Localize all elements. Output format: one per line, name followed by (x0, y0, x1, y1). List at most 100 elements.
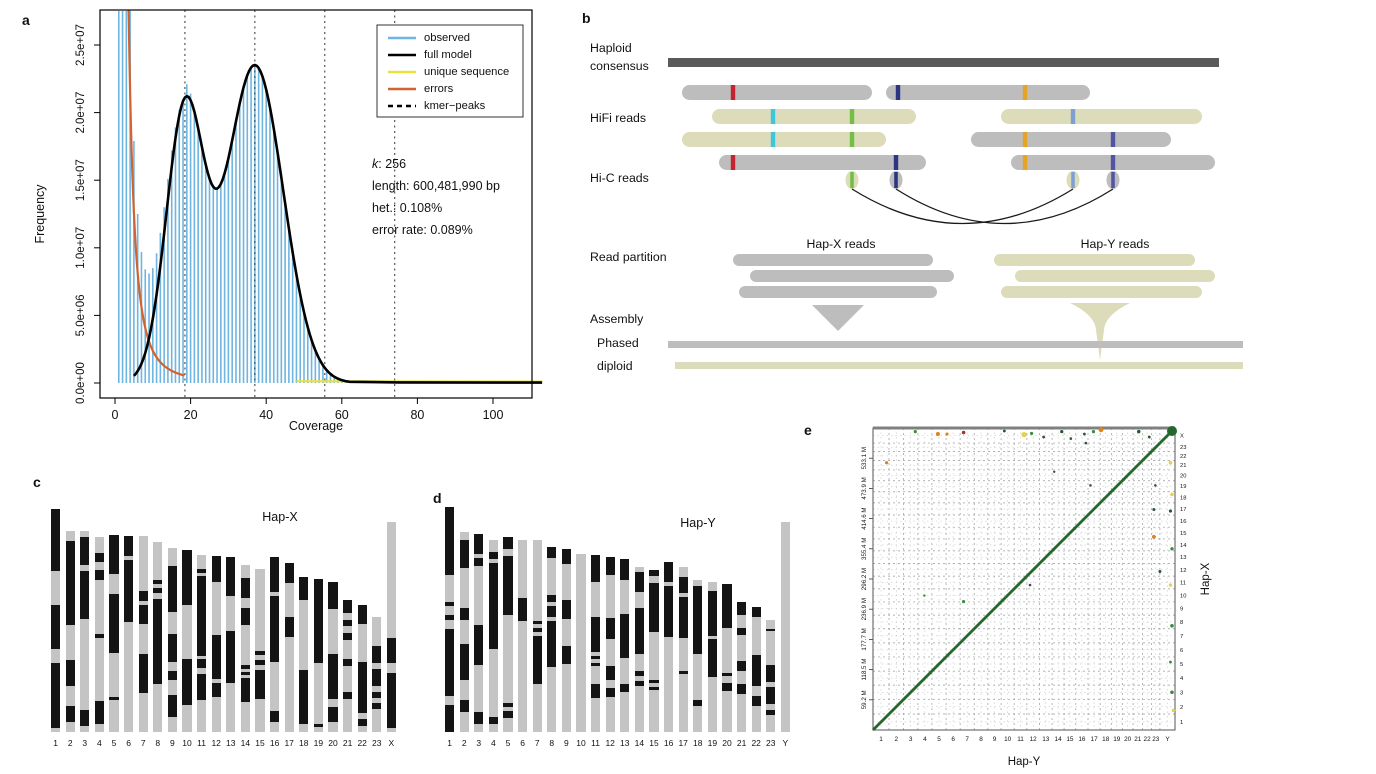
unphased-segment (94, 537, 104, 553)
panel-b-label-assembly: Assembly (590, 312, 644, 326)
phased-segment (459, 540, 469, 568)
unphased-segment (707, 636, 717, 639)
unphased-segment (240, 675, 250, 679)
unphased-segment (605, 574, 615, 619)
unphased-segment (620, 657, 630, 684)
alignment-dot (1168, 460, 1173, 465)
phased-segment (357, 662, 367, 713)
chromosome-label: 10 (182, 738, 192, 748)
phased-segment (488, 716, 498, 725)
e-x-label: 7 (965, 736, 969, 743)
phased-segment (138, 653, 148, 693)
chromosome-label: 8 (155, 738, 161, 748)
phased-segment (343, 659, 353, 666)
alignment-dot (961, 430, 966, 435)
phased-segment (313, 724, 323, 728)
phased-segment (124, 536, 134, 556)
unphased-segment (737, 694, 747, 732)
partition-read-1 (750, 270, 954, 282)
phased-segment (65, 705, 75, 722)
panel-b-label-haploid: Haploid (590, 41, 632, 55)
unphased-segment (197, 668, 207, 674)
unphased-segment (532, 683, 542, 732)
unphased-segment (313, 727, 323, 732)
chromosome-label: 5 (111, 738, 117, 748)
chromosome-label: 18 (299, 738, 309, 748)
chromosome-bar-15 (255, 569, 265, 732)
unphased-segment (386, 662, 396, 674)
unphased-segment (284, 583, 294, 618)
phased-segment (766, 628, 776, 632)
alignment-dot (913, 430, 917, 434)
variant-tick (1022, 155, 1028, 170)
chromosome-label: 17 (284, 738, 294, 748)
phased-segment (605, 618, 615, 640)
unphased-segment (605, 639, 615, 666)
unphased-segment (138, 624, 148, 654)
phased-segment (211, 556, 221, 583)
chromosome-label: 22 (751, 738, 761, 748)
assembly-funnel-hapy (1070, 303, 1130, 360)
phased-segment (284, 563, 294, 584)
alignment-dot (1170, 547, 1174, 551)
stat-line-0: length: 600,481,990 bp (372, 179, 500, 193)
unphased-segment (751, 617, 761, 655)
panel-b-label-consensus: consensus (590, 59, 649, 73)
phased-segment (722, 683, 732, 691)
unphased-segment (80, 725, 90, 732)
chromosome-bar-6 (518, 540, 528, 732)
unphased-segment (518, 620, 528, 732)
chromosome-label: 11 (197, 738, 206, 748)
unphased-segment (737, 670, 747, 684)
chromosome-label: 20 (722, 738, 732, 748)
phased-segment (328, 654, 338, 699)
alignment-dot (962, 600, 966, 604)
chromosome-bar-6 (124, 536, 134, 732)
phased-segment (459, 644, 469, 680)
phased-segment (197, 569, 207, 573)
unphased-segment (240, 668, 250, 672)
chromosome-bar-9 (561, 549, 571, 732)
phased-segment (167, 566, 177, 613)
unphased-segment (503, 548, 513, 557)
unphased-segment (65, 721, 75, 732)
unphased-segment (649, 683, 659, 687)
variant-tick (1110, 155, 1116, 170)
alignment-dot (1002, 429, 1006, 433)
unphased-segment (167, 717, 177, 732)
alignment-dot (1152, 508, 1156, 512)
phased-segment (459, 700, 469, 712)
phased-segment (591, 616, 601, 653)
unphased-segment (386, 522, 396, 638)
unphased-segment (51, 727, 61, 732)
phased-segment (737, 683, 747, 695)
variant-tick (770, 109, 776, 124)
chromosome-bar-18 (693, 580, 703, 732)
phased-segment (94, 570, 104, 580)
unphased-segment (693, 654, 703, 701)
chromosome-bar-21 (737, 602, 747, 732)
read-bar-0 (682, 85, 872, 100)
unphased-segment (459, 620, 469, 644)
unphased-segment (343, 613, 353, 620)
e-y-label: X (1180, 434, 1184, 440)
chromosome-label: 19 (313, 738, 324, 748)
phased-segment (65, 541, 75, 626)
stat-line-1: het.: 0.108% (372, 201, 442, 215)
unphased-segment (766, 715, 776, 732)
alignment-dot (1091, 430, 1096, 434)
chromosome-bar-23 (372, 617, 382, 732)
unphased-segment (270, 721, 280, 732)
unphased-segment (766, 681, 776, 688)
unphased-segment (372, 709, 382, 732)
y-tick-label: 0.0e+00 (75, 362, 87, 404)
chromosome-bar-17 (678, 567, 688, 732)
partition-read-3 (994, 254, 1195, 266)
phased-segment (372, 703, 382, 709)
unphased-segment (109, 653, 119, 697)
panel-a-letter: a (22, 12, 30, 28)
phased-segment (605, 665, 615, 680)
chromosome-bar-20 (722, 584, 732, 732)
chromosome-bar-2 (65, 531, 75, 732)
unphased-segment (751, 685, 761, 696)
